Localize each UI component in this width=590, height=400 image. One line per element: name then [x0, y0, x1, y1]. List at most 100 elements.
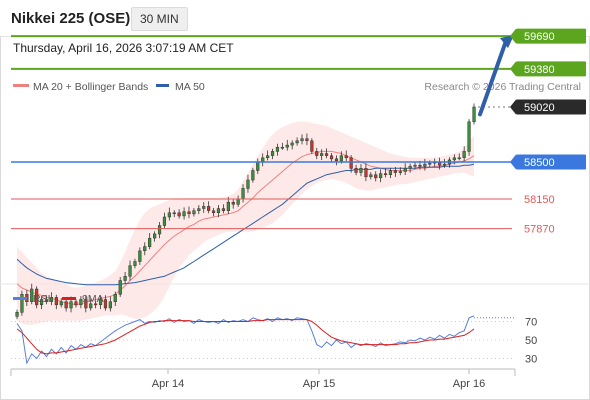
- candle-body: [290, 142, 294, 146]
- legend-label-rsi: RSI: [33, 293, 51, 305]
- rsi-tick-70: 70: [525, 317, 537, 329]
- candle-body: [383, 173, 388, 175]
- candle-body: [49, 297, 54, 302]
- candle-body: [74, 301, 78, 306]
- candle-body: [393, 170, 397, 173]
- level-label-59380: 59380: [524, 64, 555, 76]
- candle-body: [128, 265, 132, 277]
- candle-body: [398, 171, 402, 173]
- level-label-59690: 59690: [524, 31, 555, 43]
- candle-body: [177, 212, 181, 217]
- candle-body: [69, 301, 73, 309]
- candle-body: [182, 211, 186, 217]
- candle-body: [207, 206, 211, 211]
- candle-body: [256, 161, 260, 171]
- level-badge-pointer: [510, 154, 516, 170]
- level-label-58150: 58150: [524, 194, 555, 206]
- rsi-line: [16, 315, 475, 365]
- candle-body: [231, 201, 235, 205]
- candle-body: [413, 164, 417, 167]
- candle-body: [59, 301, 63, 306]
- legend-label-ma20: MA 20 + Bollinger Bands: [33, 81, 148, 93]
- candle-body: [329, 155, 334, 160]
- candle-body: [266, 155, 270, 159]
- level-label-57870: 57870: [524, 224, 555, 236]
- candle-body: [344, 155, 348, 159]
- candle-body: [108, 301, 112, 309]
- price-panel: [15, 103, 476, 325]
- level-badge-pointer: [510, 28, 516, 44]
- candle-body: [280, 146, 284, 149]
- legend-label-ma50: MA 50: [175, 81, 205, 93]
- candle-body: [94, 303, 98, 306]
- candle-body: [202, 206, 206, 209]
- ma20-line: [16, 150, 475, 306]
- candle-body: [89, 303, 93, 309]
- rsi-tick-30: 30: [525, 354, 537, 366]
- candle-body: [452, 157, 456, 161]
- candle-body: [320, 153, 324, 156]
- level-badge-59020: [516, 99, 586, 115]
- candle-body: [44, 299, 49, 302]
- level-tag-58500: 58500: [510, 154, 586, 170]
- candle-body: [349, 157, 353, 169]
- x-tick-label: Apr 16: [453, 378, 485, 390]
- candle-body: [197, 208, 201, 211]
- candle-body: [39, 299, 44, 306]
- candle-body: [305, 138, 309, 142]
- candle-body: [64, 301, 68, 309]
- candle-body: [30, 288, 34, 302]
- candle-body: [310, 140, 314, 152]
- candle-body: [379, 173, 383, 179]
- forecast-arrow-shaft: [478, 39, 508, 117]
- candle-body: [54, 297, 58, 306]
- rsi-ma-line: [16, 319, 475, 355]
- datetime-label: Thursday, April 16, 2026 3:07:19 AM CET: [13, 41, 234, 55]
- level-tag-59020: 59020: [510, 99, 586, 115]
- candle-body: [408, 165, 412, 169]
- candle-body: [167, 212, 171, 218]
- candle-body: [275, 146, 280, 152]
- candle-body: [187, 211, 191, 215]
- x-tick-label: Apr 15: [303, 378, 335, 390]
- candle-body: [157, 225, 162, 235]
- candle-body: [251, 170, 255, 181]
- candle-body: [133, 261, 137, 266]
- legend-label-rsi-ma: 9MA: [82, 293, 104, 305]
- candle-body: [457, 157, 461, 160]
- ma50-line: [16, 163, 475, 286]
- candle-body: [334, 158, 339, 162]
- candle-body: [462, 151, 466, 158]
- candle-body: [359, 168, 363, 173]
- level-tag-59380: 59380: [510, 61, 586, 77]
- candle-body: [15, 311, 19, 317]
- levels-group: 59690 59380 59020 58500 58150 57870: [11, 28, 586, 236]
- candle-body: [153, 233, 157, 239]
- candle-body: [148, 237, 152, 247]
- candle-body: [467, 121, 471, 152]
- candle-body: [442, 163, 447, 166]
- candle-body: [143, 246, 147, 252]
- candle-body: [162, 216, 167, 226]
- candle-body: [216, 208, 221, 214]
- rsi-panel: 70 50 30: [11, 315, 537, 366]
- level-badge-58500: [516, 154, 586, 170]
- candle-body: [192, 210, 196, 215]
- candle-body: [403, 168, 407, 172]
- timeframe-badge[interactable]: 30 MIN: [131, 7, 188, 31]
- candle-body: [221, 208, 226, 211]
- level-tag-57870: 57870: [524, 224, 555, 236]
- candle-body: [79, 299, 83, 306]
- level-badge-59380: [516, 61, 586, 77]
- chart-title: Nikkei 225 (OSE): [11, 10, 131, 27]
- candle-body: [285, 144, 289, 148]
- candle-body: [423, 163, 427, 167]
- level-tag-58150: 58150: [524, 194, 555, 206]
- candle-body: [113, 294, 117, 302]
- candle-body: [315, 151, 319, 156]
- candle-body: [98, 299, 103, 306]
- candle-body: [295, 140, 299, 144]
- level-tag-59690: 59690: [510, 28, 586, 44]
- x-tick-label: Apr 14: [152, 378, 184, 390]
